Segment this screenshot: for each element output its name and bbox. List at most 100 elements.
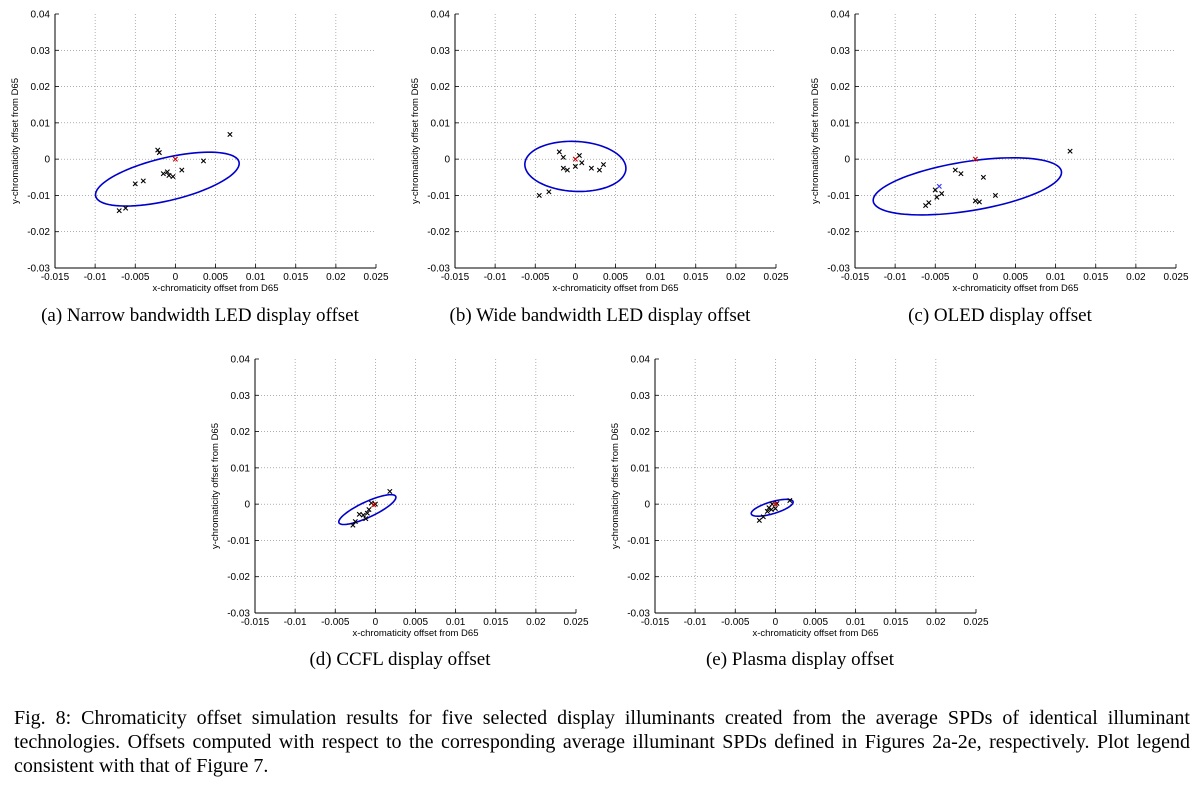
x-tick-label: 0.025 [363, 272, 388, 283]
y-axis-label: y-chromaticity offset from D65 [210, 423, 221, 549]
y-tick-label: -0.01 [427, 191, 450, 202]
data-point [976, 199, 982, 205]
data-point [760, 514, 766, 520]
chart-panel-a: -0.015 -0.01 -0.005 0 0.005 0.01 0.015 0.02 0.02… [0, 0, 400, 300]
y-tick-label: 0.02 [831, 82, 851, 93]
y-tick-label: 0.03 [631, 391, 651, 402]
data-point [579, 160, 585, 166]
y-tick-label: 0.03 [231, 391, 251, 402]
data-point [352, 518, 358, 525]
figure-caption: Fig. 8: Chromaticity offset simulation r… [14, 707, 1190, 777]
chart-svg-c: -0.015 -0.01 -0.005 0 0.005 0.01 0.015 0.02 0.02… [810, 10, 1189, 295]
y-tick-label: 0.03 [831, 46, 851, 57]
chart-svg-d: -0.015 -0.01 -0.005 0 0.005 0.01 0.015 0.02 0.02… [210, 355, 589, 640]
y-tick-label: 0.01 [431, 118, 451, 129]
chart-svg-b: -0.015 -0.01 -0.005 0 0.005 0.01 0.015 0.02 0.02… [410, 10, 789, 295]
y-axis-label: y-chromaticity offset from D65 [610, 423, 621, 549]
y-tick-label: 0.02 [31, 82, 51, 93]
x-tick-label: -0.01 [484, 272, 507, 283]
data-point [387, 488, 393, 495]
x-tick-label: 0.01 [646, 272, 666, 283]
chart-svg-e: -0.015 -0.01 -0.005 0 0.005 0.01 0.015 0.02 0.02… [610, 355, 989, 640]
subcaption-d: (d) CCFL display offset [309, 649, 491, 670]
data-point [155, 147, 161, 153]
data-point [1067, 148, 1073, 154]
x-tick-label: 0.005 [803, 617, 828, 628]
y-tick-label: 0.04 [231, 355, 251, 366]
x-tick-label: 0.015 [283, 272, 308, 283]
ellipse [524, 140, 627, 193]
reference-point [172, 156, 178, 162]
x-axis-label: x-chromaticity offset from D65 [552, 283, 678, 294]
data-point [939, 191, 945, 197]
x-tick-label: 0.02 [926, 617, 946, 628]
x-tick-label: 0.015 [1083, 272, 1108, 283]
chart-panel-c: -0.015 -0.01 -0.005 0 0.005 0.01 0.015 0.02 0.02… [800, 0, 1203, 300]
y-tick-label: 0 [44, 155, 50, 166]
y-tick-label: -0.02 [227, 572, 250, 583]
chart-panel-b: -0.015 -0.01 -0.005 0 0.005 0.01 0.015 0.02 0.02… [400, 0, 800, 300]
data-point [360, 512, 366, 518]
y-tick-label: -0.01 [627, 536, 650, 547]
data-point [934, 194, 940, 200]
data-point [350, 522, 356, 528]
y-tick-label: 0.03 [431, 46, 451, 57]
data-point [123, 205, 129, 211]
data-point [926, 200, 932, 206]
x-tick-label: 0.015 [683, 272, 708, 283]
reference-point [572, 156, 578, 162]
data-point [564, 167, 570, 173]
y-tick-label: -0.03 [427, 264, 450, 275]
x-tick-label: 0.015 [883, 617, 908, 628]
data-point [576, 152, 582, 159]
x-tick-label: 0 [173, 272, 179, 283]
reference-point [772, 501, 778, 507]
data-point [596, 167, 603, 173]
data-point [166, 172, 172, 179]
data-point [932, 187, 938, 193]
x-tick-label: 0.005 [203, 272, 228, 283]
x-tick-label: 0.01 [1046, 272, 1066, 283]
data-point [980, 174, 986, 180]
y-axis-label: y-chromaticity offset from D65 [810, 78, 821, 204]
data-point [764, 508, 770, 514]
data-point [600, 161, 607, 168]
x-tick-label: 0.01 [246, 272, 266, 283]
subcaption-e: (e) Plasma display offset [705, 649, 895, 670]
x-tick-label: 0 [773, 617, 779, 628]
subcaption-c: (c) OLED display offset [908, 305, 1092, 326]
data-point [756, 517, 762, 524]
x-tick-label: -0.005 [521, 272, 550, 283]
x-axis-label: x-chromaticity offset from D65 [952, 283, 1078, 294]
x-tick-label: 0.025 [563, 617, 588, 628]
x-tick-label: 0.02 [1126, 272, 1146, 283]
highlight-point [936, 183, 942, 189]
x-tick-label: 0.005 [603, 272, 628, 283]
x-tick-label: -0.01 [884, 272, 907, 283]
y-tick-label: 0.04 [831, 10, 851, 21]
data-point [170, 173, 176, 180]
y-tick-label: 0.01 [831, 118, 851, 129]
data-point [556, 149, 562, 155]
y-axis-label: y-chromaticity offset from D65 [410, 78, 421, 204]
data-point [116, 208, 122, 214]
data-point [164, 169, 170, 175]
x-tick-label: 0.005 [403, 617, 428, 628]
x-tick-label: -0.015 [241, 617, 270, 628]
y-tick-label: 0 [844, 155, 850, 166]
x-tick-label: 0.025 [963, 617, 988, 628]
chart-panel-d: -0.015 -0.01 -0.005 0 0.005 0.01 0.015 0.02 0.02… [200, 345, 600, 645]
ellipse [94, 151, 240, 207]
chart-panel-e: -0.015 -0.01 -0.005 0 0.005 0.01 0.015 0.02 0.02… [600, 345, 1000, 645]
ellipse [750, 498, 794, 517]
y-tick-label: 0.02 [231, 427, 251, 438]
y-tick-label: -0.02 [827, 227, 850, 238]
data-point [952, 167, 958, 173]
x-tick-label: 0.01 [446, 617, 466, 628]
x-tick-label: 0 [573, 272, 579, 283]
x-tick-label: -0.015 [441, 272, 470, 283]
x-tick-label: 0.02 [726, 272, 746, 283]
data-point [132, 181, 138, 187]
y-tick-label: -0.03 [827, 264, 850, 275]
x-tick-label: -0.01 [684, 617, 707, 628]
